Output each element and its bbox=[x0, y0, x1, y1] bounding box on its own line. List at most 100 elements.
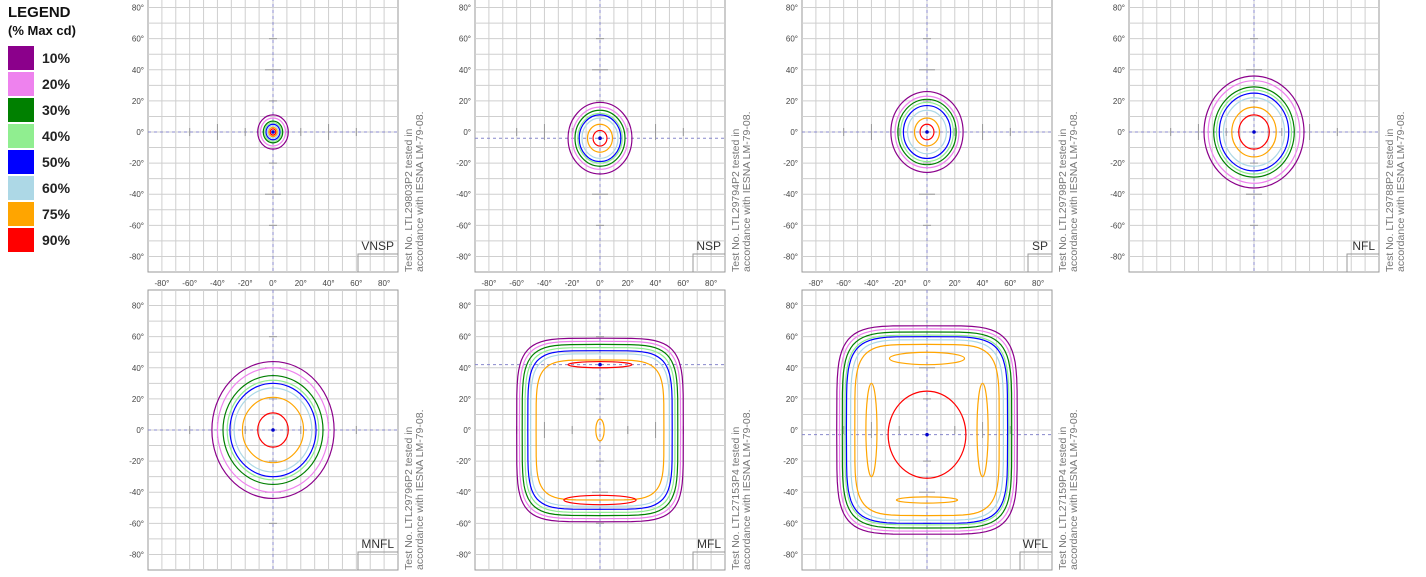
y-tick-label: 40° bbox=[459, 364, 471, 373]
y-tick-label: 60° bbox=[459, 35, 471, 44]
y-tick-label: -20° bbox=[1110, 159, 1125, 168]
y-tick-label: 0° bbox=[136, 426, 144, 435]
legend-label: 50% bbox=[42, 154, 71, 170]
contour-line bbox=[919, 123, 935, 141]
beam-label-box bbox=[1019, 551, 1052, 570]
contour-line bbox=[527, 350, 673, 510]
y-tick-label: 60° bbox=[1113, 35, 1125, 44]
contour-line bbox=[845, 336, 1009, 524]
contour-line bbox=[1218, 92, 1290, 172]
test-note-line: Test No. LTL27153P4 tested in bbox=[730, 426, 742, 570]
contour-line bbox=[535, 359, 665, 501]
y-tick-label: -60° bbox=[783, 519, 798, 528]
beam-label-box bbox=[357, 551, 398, 570]
contour-line bbox=[567, 360, 633, 369]
x-tick-label: -20° bbox=[565, 279, 580, 288]
test-note-line: Test No. LTL29794P2 tested in bbox=[730, 128, 742, 272]
contour-line bbox=[521, 343, 679, 517]
y-tick-label: 80° bbox=[459, 302, 471, 311]
x-tick-label: -60° bbox=[509, 279, 524, 288]
y-tick-label: 0° bbox=[136, 128, 144, 137]
legend-swatch bbox=[8, 176, 34, 200]
x-tick-label: 20° bbox=[295, 279, 307, 288]
y-tick-label: -80° bbox=[783, 550, 798, 559]
test-note: Test No. LTL27159P4 tested inaccordance … bbox=[1057, 410, 1080, 571]
y-tick-label: -60° bbox=[129, 519, 144, 528]
x-tick-label: 80° bbox=[705, 279, 717, 288]
y-tick-label: -40° bbox=[129, 488, 144, 497]
contour-line bbox=[1215, 89, 1293, 175]
beam-label-box bbox=[357, 253, 398, 272]
legend-swatch bbox=[8, 202, 34, 226]
contour-line bbox=[229, 382, 317, 478]
x-tick-label: -60° bbox=[182, 279, 197, 288]
legend-swatch bbox=[8, 228, 34, 252]
test-note-line: Test No. LTL29798P2 tested in bbox=[1057, 128, 1069, 272]
y-tick-label: -40° bbox=[456, 190, 471, 199]
legend-label: 10% bbox=[42, 50, 71, 66]
legend-item: 30% bbox=[8, 97, 128, 123]
contour-line bbox=[592, 129, 608, 147]
test-note: Test No. LTL29794P2 tested inaccordance … bbox=[730, 112, 753, 273]
beam-label-box bbox=[1346, 253, 1379, 272]
x-tick-label: 60° bbox=[350, 279, 362, 288]
test-note-line: accordance with IESNA LM-79-08. bbox=[741, 112, 753, 273]
contour-line bbox=[268, 126, 278, 138]
y-tick-label: 0° bbox=[463, 426, 471, 435]
peak-marker bbox=[271, 428, 275, 432]
legend-item: 90% bbox=[8, 227, 128, 253]
beam-label: SP bbox=[1032, 239, 1048, 253]
y-tick-label: -40° bbox=[783, 190, 798, 199]
contour-line bbox=[262, 120, 284, 144]
y-tick-label: -80° bbox=[456, 550, 471, 559]
contour-line bbox=[257, 412, 289, 448]
contour-line bbox=[264, 122, 282, 142]
contour-line bbox=[257, 114, 289, 150]
y-tick-label: 40° bbox=[786, 66, 798, 75]
contour-line bbox=[269, 128, 277, 136]
x-tick-label: 80° bbox=[1032, 279, 1044, 288]
x-tick-label: -80° bbox=[809, 279, 824, 288]
legend-label: 60% bbox=[42, 180, 71, 196]
y-tick-label: 20° bbox=[786, 395, 798, 404]
y-tick-label: -60° bbox=[783, 221, 798, 230]
contour-line bbox=[516, 337, 684, 523]
contour-line bbox=[571, 106, 629, 170]
contour-chart-mfl: -80° -60° -40° -20° 0° 20° 40° 60° 80° 80° 60° 40° 2… bbox=[456, 279, 753, 571]
contour-line bbox=[563, 494, 637, 506]
y-tick-label: 80° bbox=[132, 4, 144, 13]
peak-marker bbox=[1252, 130, 1256, 134]
contour-line bbox=[890, 90, 964, 174]
x-tick-label: 0° bbox=[596, 279, 604, 288]
legend-label: 20% bbox=[42, 76, 71, 92]
x-tick-label: -20° bbox=[892, 279, 907, 288]
x-tick-label: -40° bbox=[537, 279, 552, 288]
x-tick-label: 0° bbox=[923, 279, 931, 288]
legend: LEGEND (% Max cd) 10% 20% 30% 40% 50% 60% 75% 9… bbox=[8, 4, 128, 253]
y-tick-label: -60° bbox=[456, 221, 471, 230]
y-tick-label: -40° bbox=[783, 488, 798, 497]
peak-marker bbox=[598, 136, 602, 141]
contour-line bbox=[841, 331, 1013, 529]
x-tick-label: 20° bbox=[622, 279, 634, 288]
y-tick-label: 0° bbox=[790, 128, 798, 137]
legend-item: 20% bbox=[8, 71, 128, 97]
test-note-line: accordance with IESNA LM-79-08. bbox=[1068, 410, 1080, 571]
legend-swatch bbox=[8, 124, 34, 148]
test-note-line: accordance with IESNA LM-79-08. bbox=[414, 410, 426, 571]
contour-line bbox=[595, 418, 605, 442]
y-tick-label: 60° bbox=[786, 333, 798, 342]
y-tick-label: -20° bbox=[456, 457, 471, 466]
x-tick-label: 80° bbox=[378, 279, 390, 288]
contour-line bbox=[854, 343, 1000, 517]
y-tick-label: -80° bbox=[129, 550, 144, 559]
legend-label: 90% bbox=[42, 232, 71, 248]
y-tick-label: -20° bbox=[783, 159, 798, 168]
x-tick-label: 0° bbox=[269, 279, 277, 288]
y-tick-label: 20° bbox=[132, 97, 144, 106]
y-tick-label: -80° bbox=[456, 252, 471, 261]
y-tick-label: 80° bbox=[132, 302, 144, 311]
legend-item: 60% bbox=[8, 175, 128, 201]
legend-item: 40% bbox=[8, 123, 128, 149]
peak-marker bbox=[925, 432, 929, 437]
